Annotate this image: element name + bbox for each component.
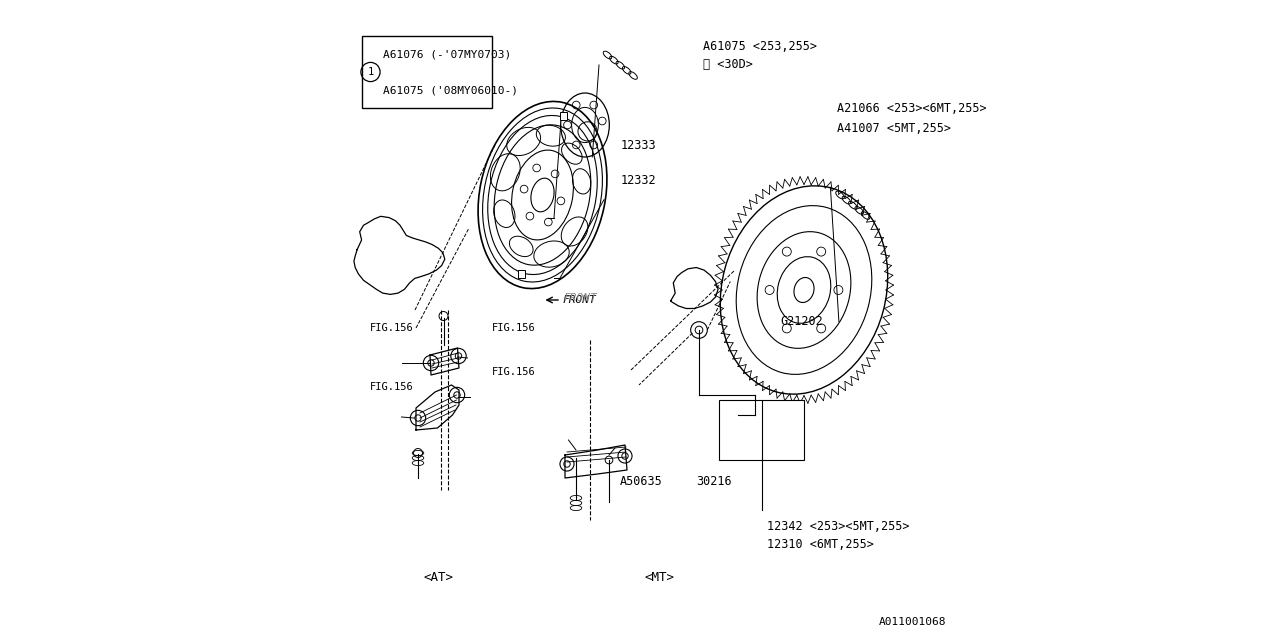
Bar	[559, 112, 567, 120]
Bar	[517, 270, 525, 278]
Text: A50635: A50635	[620, 475, 662, 488]
Text: FIG.156: FIG.156	[492, 323, 535, 333]
Text: 12310 <6MT,255>: 12310 <6MT,255>	[767, 538, 873, 550]
Text: ① <30D>: ① <30D>	[703, 58, 753, 70]
Text: G21202: G21202	[781, 315, 823, 328]
Text: A011001068: A011001068	[878, 617, 946, 627]
Text: 30216: 30216	[696, 475, 732, 488]
Bar	[361, 36, 492, 108]
Text: 12342 <253><5MT,255>: 12342 <253><5MT,255>	[767, 520, 909, 532]
Text: FIG.156: FIG.156	[492, 367, 535, 378]
Text: 1: 1	[367, 67, 374, 77]
Text: <AT>: <AT>	[424, 571, 453, 584]
Text: FIG.156: FIG.156	[370, 323, 413, 333]
Text: A41007 <5MT,255>: A41007 <5MT,255>	[837, 122, 951, 134]
Bar	[719, 400, 804, 460]
Text: A61075 ('08MY06010-): A61075 ('08MY06010-)	[383, 85, 518, 95]
Text: FRONT: FRONT	[564, 293, 598, 303]
Text: A61076 (-'07MY0703): A61076 (-'07MY0703)	[383, 49, 511, 59]
Text: <MT>: <MT>	[644, 571, 675, 584]
Text: FIG.156: FIG.156	[370, 382, 413, 392]
Text: 12332: 12332	[621, 174, 657, 187]
Text: FRONT: FRONT	[562, 295, 596, 305]
Text: 12333: 12333	[621, 140, 657, 152]
Text: A61075 <253,255>: A61075 <253,255>	[703, 40, 817, 52]
Text: A21066 <253><6MT,255>: A21066 <253><6MT,255>	[837, 102, 987, 115]
